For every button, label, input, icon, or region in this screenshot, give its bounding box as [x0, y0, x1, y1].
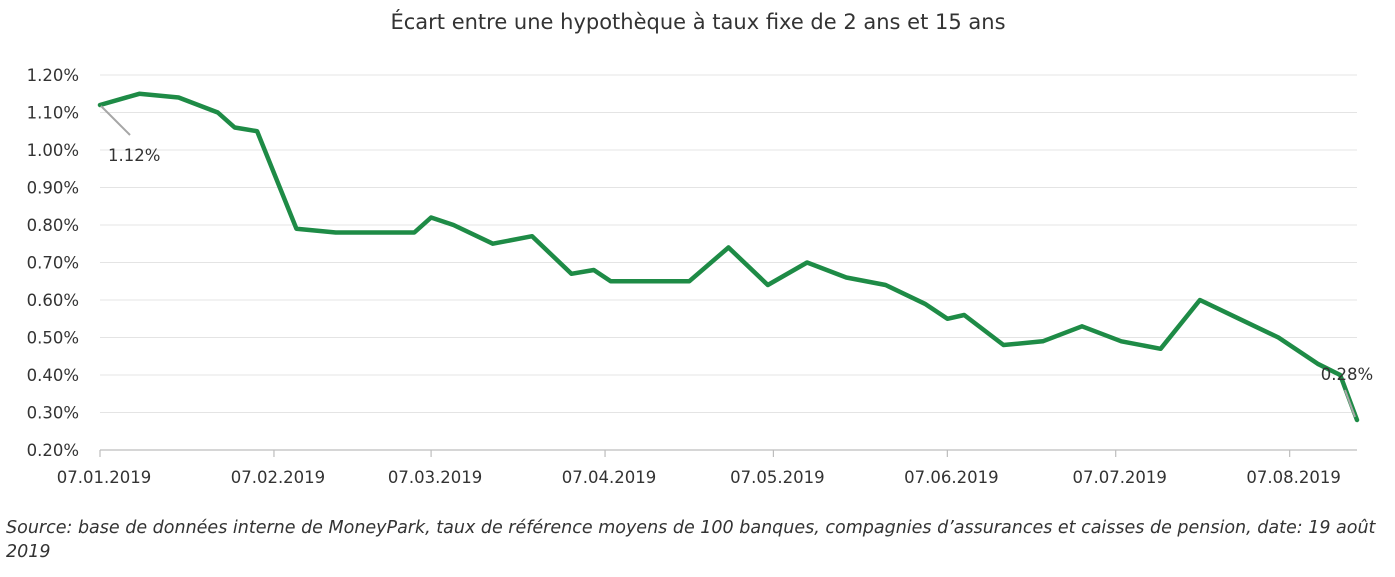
y-tick-label: 0.90%: [27, 179, 79, 198]
leader-line: [1344, 389, 1356, 418]
source-note: Source: base de données interne de Money…: [6, 518, 1376, 562]
y-tick-label: 0.30%: [27, 404, 79, 423]
y-tick-label: 0.70%: [27, 254, 79, 273]
x-tick-label: 07.06.2019: [904, 468, 998, 487]
leader-line: [100, 105, 131, 136]
y-axis-ticks: 1.20% 1.10% 1.00% 0.90% 0.80% 0.70% 0.60% 0.50%…: [27, 66, 79, 460]
annotations: 1.12% 0.28%: [100, 105, 1373, 418]
series-layer: [97, 91, 1360, 423]
y-tick-label: 1.00%: [27, 141, 79, 160]
y-tick-label: 1.20%: [27, 66, 79, 85]
y-tick-label: 0.50%: [27, 329, 79, 348]
y-tick-label: 0.80%: [27, 216, 79, 235]
x-tick-label: 07.01.2019: [57, 468, 151, 487]
y-tick-label: 0.40%: [27, 366, 79, 385]
x-tick-label: 07.02.2019: [231, 468, 325, 487]
x-tick-label: 07.04.2019: [562, 468, 656, 487]
x-tick-label: 07.07.2019: [1072, 468, 1166, 487]
data-label-end: 0.28%: [1321, 365, 1373, 384]
data-label-start: 1.12%: [108, 146, 160, 165]
gridlines: [100, 74, 1357, 413]
chart-title: Écart entre une hypothèque à taux fixe d…: [390, 9, 1005, 34]
x-tick-label: 07.08.2019: [1246, 468, 1340, 487]
series-line: [97, 91, 1360, 423]
x-tick-label: 07.05.2019: [730, 468, 824, 487]
x-tick-label: 07.03.2019: [388, 468, 482, 487]
line-chart: Écart entre une hypothèque à taux fixe d…: [27, 9, 1374, 487]
y-tick-label: 1.10%: [27, 104, 79, 123]
y-tick-label: 0.60%: [27, 291, 79, 310]
x-axis: 07.01.2019 07.02.2019 07.03.2019 07.04.2019…: [57, 449, 1357, 487]
y-tick-label: 0.20%: [27, 441, 79, 460]
